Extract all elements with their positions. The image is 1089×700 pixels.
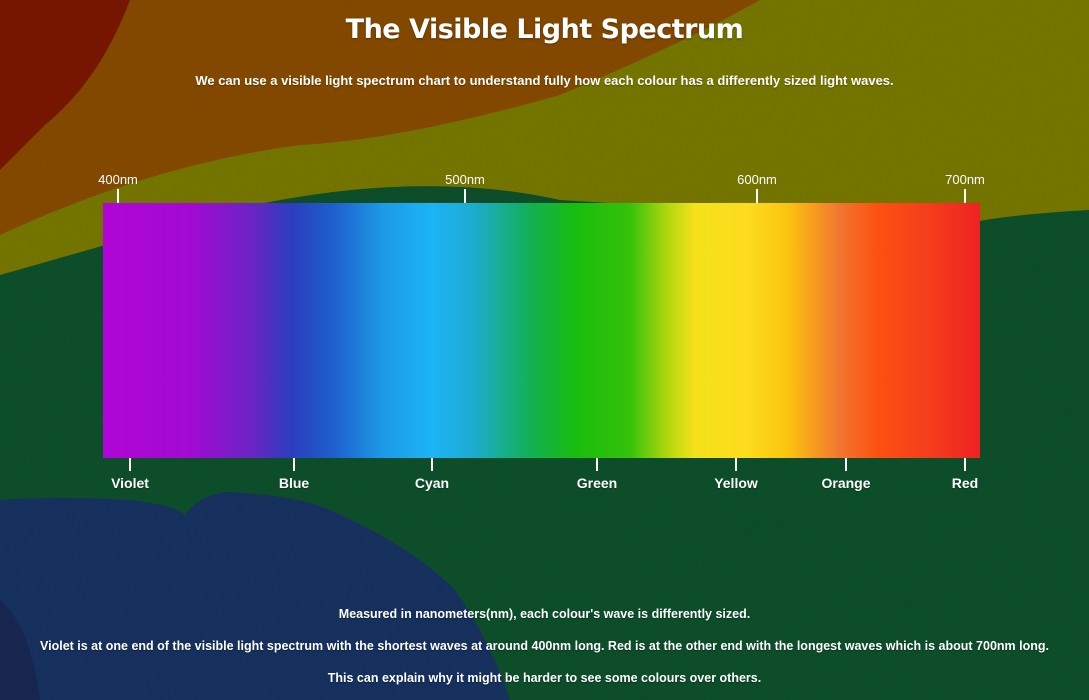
footnote-measurement: Measured in nanometers(nm), each colour'… (338, 607, 751, 621)
color-marker-red: Red (915, 458, 1015, 492)
intro-text: We can use a visible light spectrum char… (195, 73, 894, 88)
color-tick (129, 458, 131, 471)
nm-label: 500nm (445, 172, 485, 187)
color-tick (964, 458, 966, 471)
color-marker-orange: Orange (796, 458, 896, 492)
color-marker-yellow: Yellow (686, 458, 786, 492)
nm-tick (756, 189, 758, 203)
nm-label: 600nm (737, 172, 777, 187)
nm-tick (464, 189, 466, 203)
nm-marker-500: 500nm (425, 172, 505, 203)
footnote-visibility: This can explain why it might be harder … (327, 671, 762, 685)
color-label: Cyan (414, 475, 450, 491)
nm-label: 400nm (98, 172, 138, 187)
color-marker-blue: Blue (244, 458, 344, 492)
color-marker-violet: Violet (80, 458, 180, 492)
color-label: Green (576, 475, 618, 491)
color-tick (293, 458, 295, 471)
color-label: Red (951, 475, 979, 491)
color-tick (735, 458, 737, 471)
color-label: Violet (111, 475, 149, 491)
nm-marker-600: 600nm (717, 172, 797, 203)
color-label: Yellow (714, 475, 758, 491)
nm-marker-400: 400nm (78, 172, 158, 203)
nm-label: 700nm (945, 172, 985, 187)
footnote-range: Violet is at one end of the visible ligh… (40, 639, 1049, 653)
page-title: The Visible Light Spectrum (345, 14, 744, 45)
color-label: Orange (821, 475, 871, 491)
color-tick (596, 458, 598, 471)
nm-tick (117, 189, 119, 203)
color-tick (845, 458, 847, 471)
color-label: Blue (278, 475, 310, 491)
color-marker-green: Green (547, 458, 647, 492)
spectrum-gradient-bar (103, 203, 980, 458)
nm-tick (964, 189, 966, 203)
nm-marker-700: 700nm (925, 172, 1005, 203)
color-marker-cyan: Cyan (382, 458, 482, 492)
color-tick (431, 458, 433, 471)
